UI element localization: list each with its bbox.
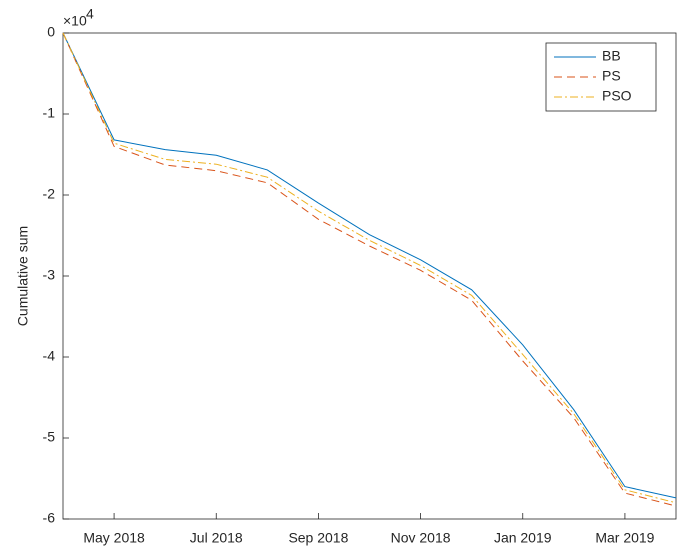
y-exponent: 4 xyxy=(86,6,94,22)
y-tick-label: 0 xyxy=(47,24,55,40)
x-tick-label: Jan 2019 xyxy=(494,530,552,546)
x-tick-label: Sep 2018 xyxy=(288,530,348,546)
y-axis-label: Cumulative sum xyxy=(15,226,31,326)
x-tick-label: Nov 2018 xyxy=(391,530,451,546)
y-tick-label: -3 xyxy=(43,267,56,283)
x-tick-label: Mar 2019 xyxy=(595,530,654,546)
y-tick-label: -1 xyxy=(43,105,56,121)
y-exponent-base: ×10 xyxy=(63,13,87,29)
legend-label: BB xyxy=(602,48,621,64)
y-tick-label: -4 xyxy=(43,348,56,364)
y-tick-label: -6 xyxy=(43,510,56,526)
legend: BB PS PSO xyxy=(545,42,657,112)
y-tick-label: -5 xyxy=(43,429,56,445)
y-tick-label: -2 xyxy=(43,186,56,202)
legend-label: PSO xyxy=(602,88,632,104)
series-line xyxy=(62,32,677,499)
series-line xyxy=(62,32,677,507)
plot-area xyxy=(62,32,677,520)
x-tick-label: May 2018 xyxy=(83,530,145,546)
x-tick-label: Jul 2018 xyxy=(190,530,243,546)
legend-box xyxy=(545,42,657,112)
legend-label: PS xyxy=(602,68,621,84)
